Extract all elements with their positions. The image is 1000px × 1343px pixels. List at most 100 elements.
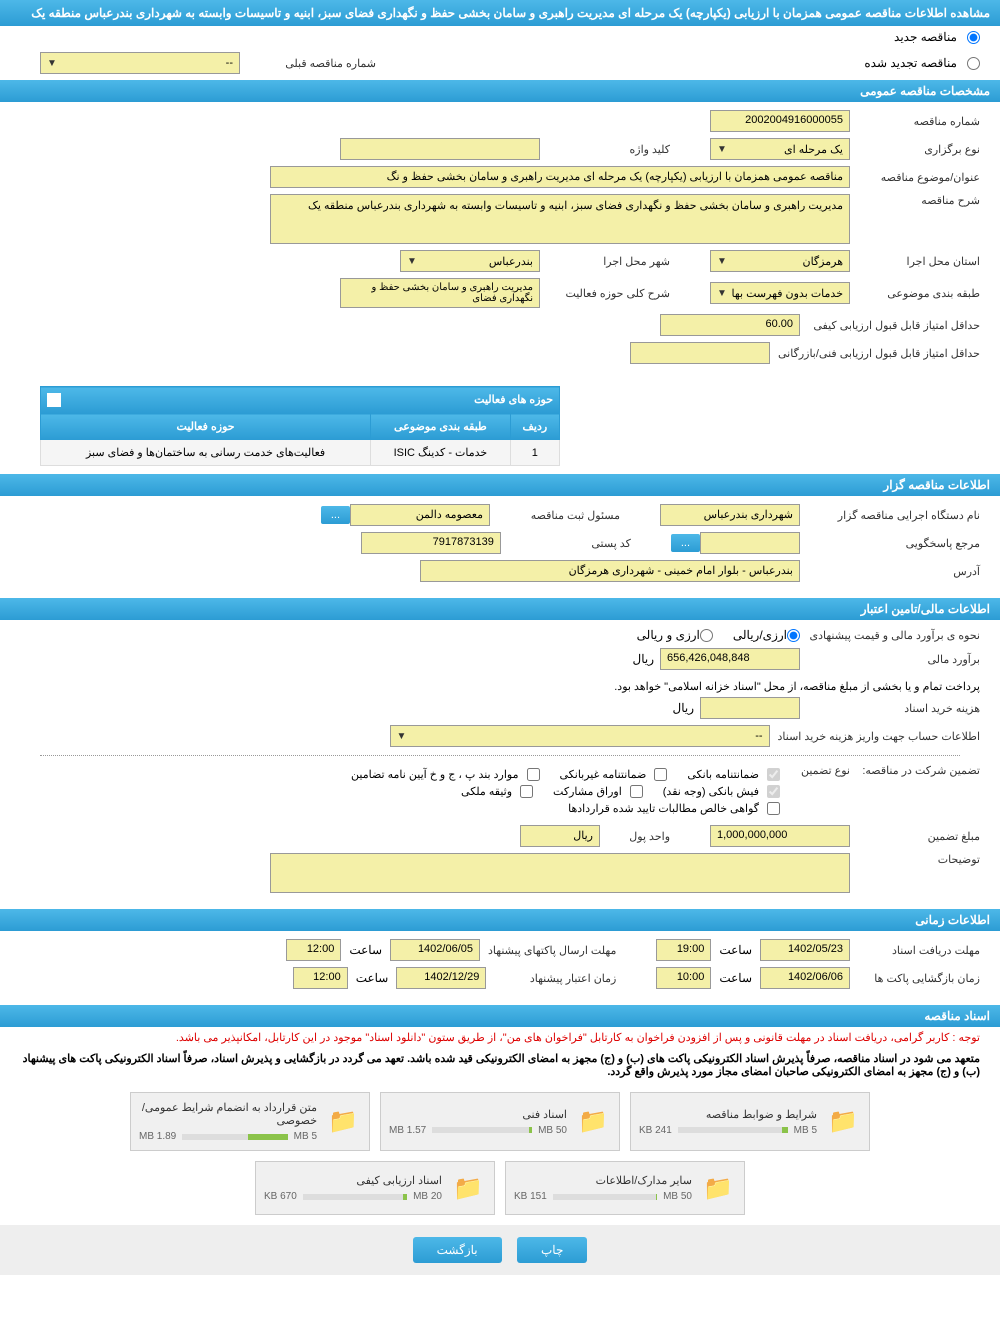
address-field[interactable]: بندرعباس - بلوار امام خمینی - شهرداری هر… [420, 560, 800, 582]
file-card[interactable]: 📁 شرایط و ضوابط مناقصه 5 MB 241 KB [630, 1092, 870, 1151]
file-max: 5 MB [294, 1131, 317, 1142]
type-select[interactable]: یک مرحله ای ▼ [710, 138, 850, 160]
file-size: 1.89 MB [139, 1131, 176, 1142]
send-time[interactable]: 12:00 [286, 939, 341, 961]
title-field[interactable]: مناقصه عمومی همزمان با ارزیابی (یکپارچه)… [270, 166, 850, 188]
page-title: مشاهده اطلاعات مناقصه عمومی همزمان با ار… [0, 0, 1000, 26]
min-quality-field[interactable]: 60.00 [660, 314, 800, 336]
reg-field: معصومه دالمن [350, 504, 490, 526]
account-select[interactable]: -- ▼ [390, 725, 770, 747]
radio-renewed-tender[interactable] [967, 57, 980, 70]
file-title: اسناد ارزیابی کیفی [264, 1174, 442, 1187]
progress-bar [678, 1127, 788, 1133]
doc-cost-field[interactable] [700, 697, 800, 719]
chk-receivables[interactable] [767, 802, 780, 815]
postal-label: کد پستی [501, 537, 631, 550]
file-grid: 📁 شرایط و ضوابط مناقصه 5 MB 241 KB 📁 اسن… [0, 1082, 1000, 1225]
chevron-down-icon: ▼ [407, 256, 417, 267]
folder-icon: 📁 [825, 1104, 861, 1140]
radio-bi[interactable] [700, 629, 713, 642]
chk-bank[interactable] [767, 768, 780, 781]
progress-bar [303, 1194, 407, 1200]
chevron-down-icon: ▼ [717, 288, 727, 299]
type-label: نوع برگزاری [850, 143, 980, 156]
estimate-field[interactable]: 656,426,048,848 [660, 648, 800, 670]
postal-field[interactable]: 7917873139 [361, 532, 501, 554]
ref-label: مرجع پاسخگویی [800, 537, 980, 550]
back-button[interactable]: بازگشت [413, 1237, 502, 1263]
min-tech-field[interactable] [630, 342, 770, 364]
folder-icon: 📁 [450, 1170, 486, 1206]
category-select[interactable]: خدمات بدون فهرست بها ▼ [710, 282, 850, 304]
method-opt1: ارزی/ریالی [733, 628, 787, 642]
file-max: 50 MB [663, 1191, 692, 1202]
estimate-label: برآورد مالی [800, 653, 980, 666]
method-opt2: ارزی و ریالی [637, 628, 700, 642]
chk-property[interactable] [520, 785, 533, 798]
open-time-label: ساعت [719, 971, 752, 985]
province-select[interactable]: هرمزگان ▼ [710, 250, 850, 272]
file-card[interactable]: 📁 اسناد فنی 50 MB 1.57 MB [380, 1092, 620, 1151]
prev-number-select[interactable]: -- ▼ [40, 52, 240, 74]
file-card[interactable]: 📁 متن قرارداد به انضمام شرایط عمومی/خصوص… [130, 1092, 370, 1151]
account-label: اطلاعات حساب جهت واریز هزینه خرید اسناد [770, 730, 980, 743]
ref-more-button[interactable]: ... [671, 534, 700, 552]
guarantee-amount-field[interactable]: 1,000,000,000 [710, 825, 850, 847]
validity-date[interactable]: 1402/12/29 [396, 967, 486, 989]
file-title: متن قرارداد به انضمام شرایط عمومی/خصوصی [139, 1101, 317, 1127]
chk-cash[interactable] [767, 785, 780, 798]
chk-bonds[interactable] [630, 785, 643, 798]
reg-label: مسئول ثبت مناقصه [490, 509, 620, 522]
progress-bar [553, 1194, 657, 1200]
chk-bylaw[interactable] [527, 768, 540, 781]
tender-number-label: شماره مناقصه [850, 115, 980, 128]
print-button[interactable]: چاپ [517, 1237, 587, 1263]
file-max: 5 MB [794, 1125, 817, 1136]
min-quality-label: حداقل امتیاز قابل قبول ارزیابی کیفی [800, 319, 980, 332]
file-card[interactable]: 📁 اسناد ارزیابی کیفی 20 MB 670 KB [255, 1161, 495, 1215]
receive-time-label: ساعت [719, 943, 752, 957]
file-card[interactable]: 📁 سایر مدارک/اطلاعات 50 MB 151 KB [505, 1161, 745, 1215]
desc-textarea[interactable]: مدیریت راهبری و سامان بخشی حفظ و نگهداری… [270, 194, 850, 244]
activity-field: مدیریت راهبری و سامان بخشی حفظ و نگهداری… [340, 278, 540, 308]
chk-nonbank[interactable] [654, 768, 667, 781]
ref-field[interactable] [700, 532, 800, 554]
chevron-down-icon: ▼ [717, 144, 727, 155]
file-max: 20 MB [413, 1191, 442, 1202]
file-size: 670 KB [264, 1191, 297, 1202]
city-select[interactable]: بندرعباس ▼ [400, 250, 540, 272]
notes-textarea[interactable] [270, 853, 850, 893]
file-size: 151 KB [514, 1191, 547, 1202]
doc-note-2: متعهد می شود در اسناد مناقصه، صرفاً پذیر… [0, 1048, 1000, 1082]
radio-new-tender[interactable] [967, 31, 980, 44]
title-label: عنوان/موضوع مناقصه [850, 171, 980, 184]
open-time[interactable]: 10:00 [656, 967, 711, 989]
file-size: 241 KB [639, 1125, 672, 1136]
guarantee-type-label: نوع تضمین [780, 764, 850, 777]
validity-label: زمان اعتبار پیشنهاد [486, 972, 616, 985]
table-row: 1 خدمات - کدینگ ISIC فعالیت‌های خدمت رسا… [41, 440, 560, 466]
validity-time[interactable]: 12:00 [293, 967, 348, 989]
prev-number-label: شماره مناقصه قبلی [246, 57, 376, 70]
folder-icon: 📁 [575, 1104, 611, 1140]
province-label: استان محل اجرا [850, 255, 980, 268]
section-organizer: اطلاعات مناقصه گزار [0, 474, 1000, 496]
more-button[interactable]: ... [321, 506, 350, 524]
col-domain: حوزه فعالیت [41, 414, 371, 440]
minimize-icon[interactable]: ▫ [47, 393, 61, 407]
guarantee-amount-label: مبلغ تضمین [850, 830, 980, 843]
radio-rial[interactable] [787, 629, 800, 642]
section-timing: اطلاعات زمانی [0, 909, 1000, 931]
open-date[interactable]: 1402/06/06 [760, 967, 850, 989]
progress-bar [432, 1127, 532, 1133]
send-date[interactable]: 1402/06/05 [390, 939, 480, 961]
doc-cost-currency: ریال [672, 701, 694, 715]
validity-time-label: ساعت [356, 971, 389, 985]
radio-renewed-label: مناقصه تجدید شده [864, 56, 957, 70]
keyword-field[interactable] [340, 138, 540, 160]
receive-time[interactable]: 19:00 [656, 939, 711, 961]
receive-date[interactable]: 1402/05/23 [760, 939, 850, 961]
chevron-down-icon: ▼ [717, 256, 727, 267]
address-label: آدرس [800, 565, 980, 578]
section-general: مشخصات مناقصه عمومی [0, 80, 1000, 102]
